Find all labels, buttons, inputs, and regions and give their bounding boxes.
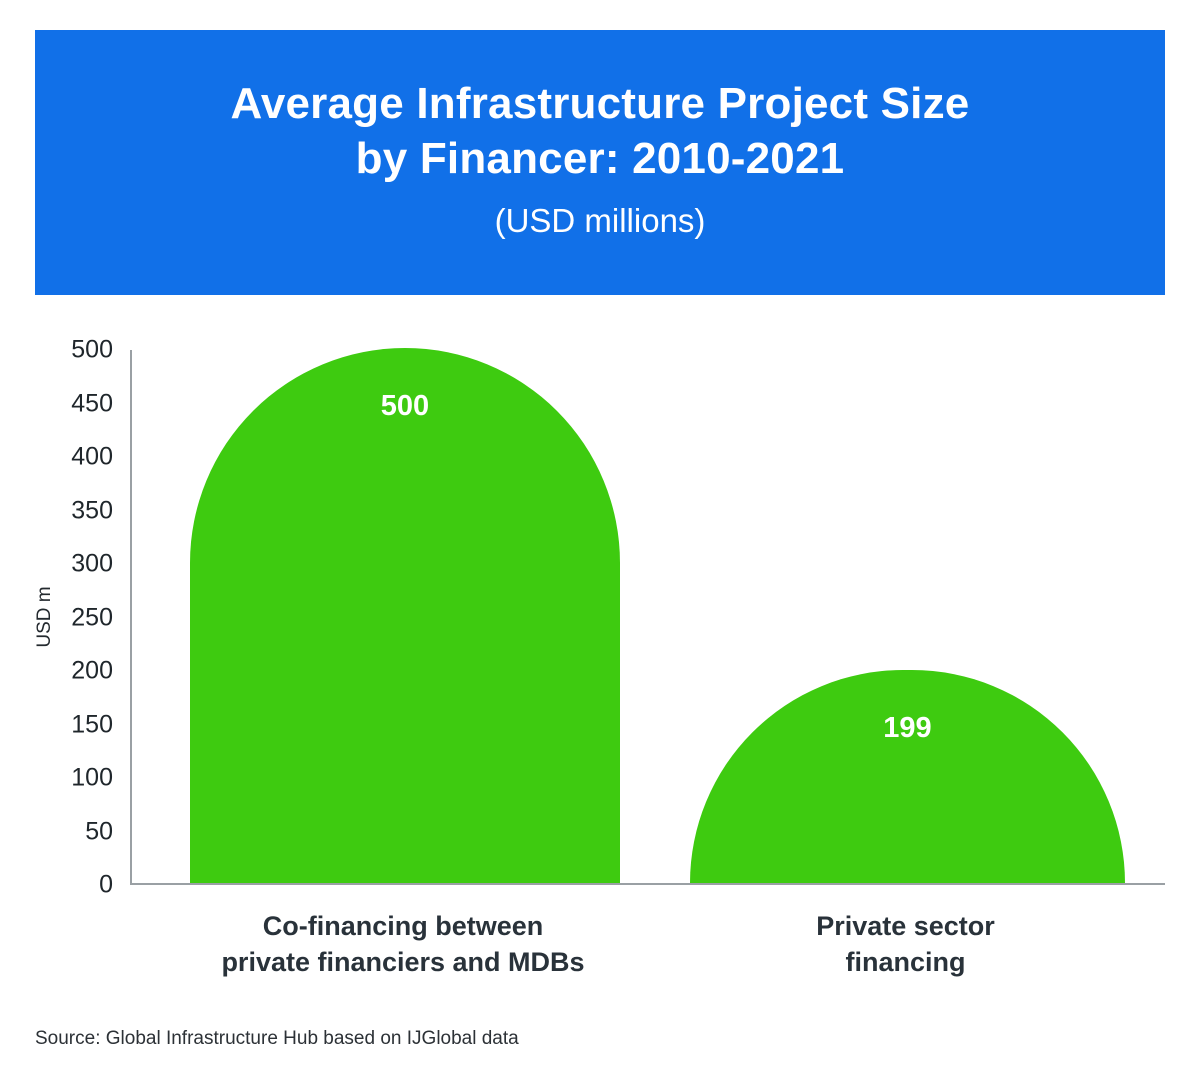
y-tick-label: 400 [71,442,113,471]
y-tick-label: 250 [71,603,113,631]
y-tick-label: 200 [71,656,113,685]
chart-title-line1: Average Infrastructure Project Size [230,79,970,128]
y-tick-label: 500 [71,335,113,364]
x-category-label-private-sector: Private sector financing [816,911,995,978]
y-tick-label: 50 [85,817,113,845]
y-tick-label: 100 [71,763,113,792]
y-tick-label: 350 [71,496,113,524]
chart-header: Average Infrastructure Project Size by F… [35,30,1165,295]
y-tick-label: 300 [71,549,113,578]
x-category-label-cofinancing: Co-financing between private financiers … [221,911,585,978]
y-tick-label: 0 [99,870,113,899]
bar-private-sector: 199 [690,670,1125,883]
source-note: Source: Global Infrastructure Hub based … [35,1028,519,1049]
bar-value-label-private-sector: 199 [883,712,932,745]
bar-cofinancing: 500 [190,348,620,883]
chart-subtitle: (USD millions) [494,202,706,239]
plot-area: 500 199 [130,348,1165,885]
y-axis-tick-labels: 0 50 100 150 200 250 300 350 400 450 500 [35,336,123,899]
bar-value-label-cofinancing: 500 [380,390,430,422]
y-tick-label: 150 [71,710,113,738]
chart-title: Average Infrastructure Project Size by F… [35,76,1165,186]
chart-title-line2: by Financer: 2010-2021 [355,134,845,183]
y-tick-label: 450 [71,389,113,417]
